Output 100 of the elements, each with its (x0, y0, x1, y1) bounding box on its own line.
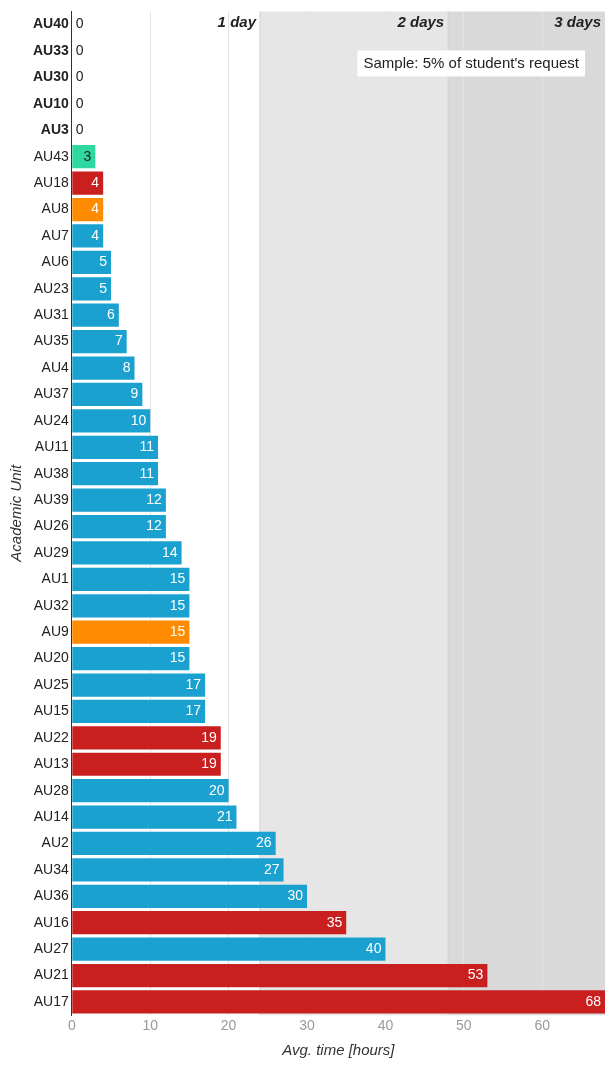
bar (72, 594, 190, 618)
bar (72, 409, 151, 433)
y-tick-label: AU32 (33, 596, 69, 613)
y-tick-label: AU40 (33, 15, 69, 32)
data-label: 14 (161, 543, 178, 560)
y-tick-label: AU4 (41, 358, 70, 375)
ref-line-label: 2 days (396, 13, 445, 31)
bar (72, 620, 190, 644)
y-tick-label: AU35 (33, 332, 69, 349)
data-label: 20 (209, 781, 225, 798)
y-tick-label: AU15 (33, 702, 69, 719)
data-label: 0 (75, 94, 84, 111)
bar (72, 990, 605, 1014)
y-tick-label: AU18 (33, 173, 69, 190)
data-label: 0 (75, 121, 84, 138)
data-label: 15 (169, 570, 186, 587)
y-tick-label: AU7 (41, 226, 70, 243)
y-tick-label: AU13 (33, 755, 69, 772)
x-tick-label: 0 (67, 1017, 76, 1034)
bar (72, 911, 347, 935)
bar (72, 752, 221, 776)
bar (72, 699, 206, 724)
y-tick-label: AU6 (41, 253, 70, 270)
x-tick-label: 60 (534, 1017, 551, 1034)
y-tick-label: AU24 (33, 411, 69, 428)
data-label: 3 (83, 147, 92, 164)
y-tick-label: AU29 (33, 543, 69, 560)
data-label: 15 (169, 623, 186, 640)
data-label: 27 (263, 860, 280, 877)
bar (72, 382, 143, 407)
x-axis-title: Avg. time [hours] (281, 1041, 396, 1059)
y-tick-label: AU34 (33, 860, 69, 877)
y-tick-label: AU28 (33, 781, 69, 798)
y-axis-title: Academic Unit (7, 464, 25, 563)
bar (72, 488, 166, 512)
x-tick-label: 20 (220, 1017, 237, 1034)
y-tick-label: AU27 (33, 940, 69, 957)
y-tick-label: AU25 (33, 675, 69, 692)
bar (72, 884, 308, 908)
data-label: 7 (114, 332, 123, 349)
data-label: 5 (99, 253, 108, 270)
bar (72, 646, 190, 671)
data-label: 6 (107, 306, 116, 323)
x-tick-label: 50 (456, 1017, 472, 1034)
bar (72, 673, 206, 697)
data-label: 19 (201, 755, 217, 772)
data-label: 40 (365, 940, 382, 957)
x-tick-label: 30 (299, 1017, 316, 1034)
data-label: 21 (216, 807, 233, 824)
data-label: 68 (585, 992, 602, 1009)
y-tick-label: AU30 (33, 68, 69, 85)
y-tick-label: AU39 (33, 490, 69, 507)
y-tick-label: AU3 (40, 121, 69, 138)
data-label: 53 (467, 966, 484, 983)
y-tick-label: AU23 (33, 279, 69, 296)
y-tick-label: AU26 (33, 517, 69, 534)
y-tick-label: AU43 (33, 147, 69, 164)
data-label: 9 (130, 385, 139, 402)
bar (72, 250, 111, 274)
data-label: 12 (146, 517, 163, 534)
bar (72, 145, 96, 169)
y-tick-label: AU1 (41, 570, 70, 587)
data-label: 0 (75, 15, 84, 32)
x-tick-label: 10 (142, 1017, 159, 1034)
bar (72, 356, 135, 380)
y-tick-label: AU37 (33, 385, 69, 402)
data-label: 10 (130, 411, 147, 428)
y-tick-label: AU20 (33, 649, 69, 666)
data-label: 35 (326, 913, 343, 930)
data-label: 15 (169, 649, 186, 666)
y-tick-label: AU11 (34, 438, 69, 455)
data-label: 17 (185, 675, 202, 692)
y-tick-label: AU9 (41, 623, 70, 640)
x-tick-label: 40 (377, 1017, 394, 1034)
y-tick-label: AU38 (33, 464, 69, 481)
bar (72, 726, 221, 750)
data-label: 5 (99, 279, 108, 296)
bar (72, 171, 104, 195)
data-label: 30 (287, 887, 304, 904)
y-tick-label: AU16 (33, 913, 69, 930)
bar (72, 197, 104, 222)
data-label: 15 (169, 596, 186, 613)
bar (72, 329, 127, 354)
bar (72, 514, 166, 539)
y-tick-label: AU33 (33, 41, 69, 58)
y-tick-label: AU10 (33, 94, 69, 111)
data-label: 4 (91, 226, 100, 243)
bar (72, 963, 488, 988)
data-label: 19 (201, 728, 217, 745)
bar (72, 435, 159, 459)
band-label: 3 days (554, 13, 601, 31)
bar (72, 277, 111, 301)
y-tick-label: AU22 (33, 728, 69, 745)
data-label: 26 (256, 834, 272, 851)
data-label: 0 (75, 68, 84, 85)
y-tick-label: AU17 (33, 992, 69, 1009)
data-label: 17 (185, 702, 202, 719)
ref-line-label: 1 day (217, 13, 257, 31)
bar (72, 858, 284, 882)
y-tick-label: AU8 (41, 200, 70, 217)
